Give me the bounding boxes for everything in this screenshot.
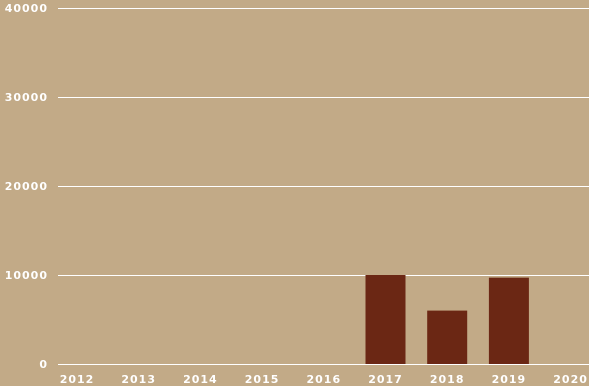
x-tick-label: 2012 xyxy=(60,373,95,386)
y-tick-label: 40000 xyxy=(5,2,48,15)
bar-2019 xyxy=(488,277,529,364)
x-tick-label: 2014 xyxy=(183,373,218,386)
x-tick-label: 2017 xyxy=(368,373,403,386)
x-tick-label: 2020 xyxy=(553,373,588,386)
bar-2018 xyxy=(427,310,468,364)
gridlines xyxy=(58,8,589,365)
y-tick-label: 0 xyxy=(39,358,48,371)
y-tick-label: 20000 xyxy=(5,180,48,193)
bars xyxy=(365,275,529,364)
x-tick-label: 2015 xyxy=(245,373,280,386)
y-axis-tick-labels: 0 10000 20000 30000 40000 xyxy=(5,2,48,371)
y-tick-label: 30000 xyxy=(5,91,48,104)
y-tick-label: 10000 xyxy=(5,269,48,282)
x-tick-label: 2018 xyxy=(430,373,465,386)
x-tick-label: 2016 xyxy=(306,373,341,386)
x-tick-label: 2013 xyxy=(121,373,156,386)
x-axis-tick-labels: 2012 2013 2014 2015 2016 2017 2018 2019 2020 xyxy=(60,373,588,386)
bar-2017 xyxy=(365,275,406,364)
x-tick-label: 2019 xyxy=(492,373,527,386)
